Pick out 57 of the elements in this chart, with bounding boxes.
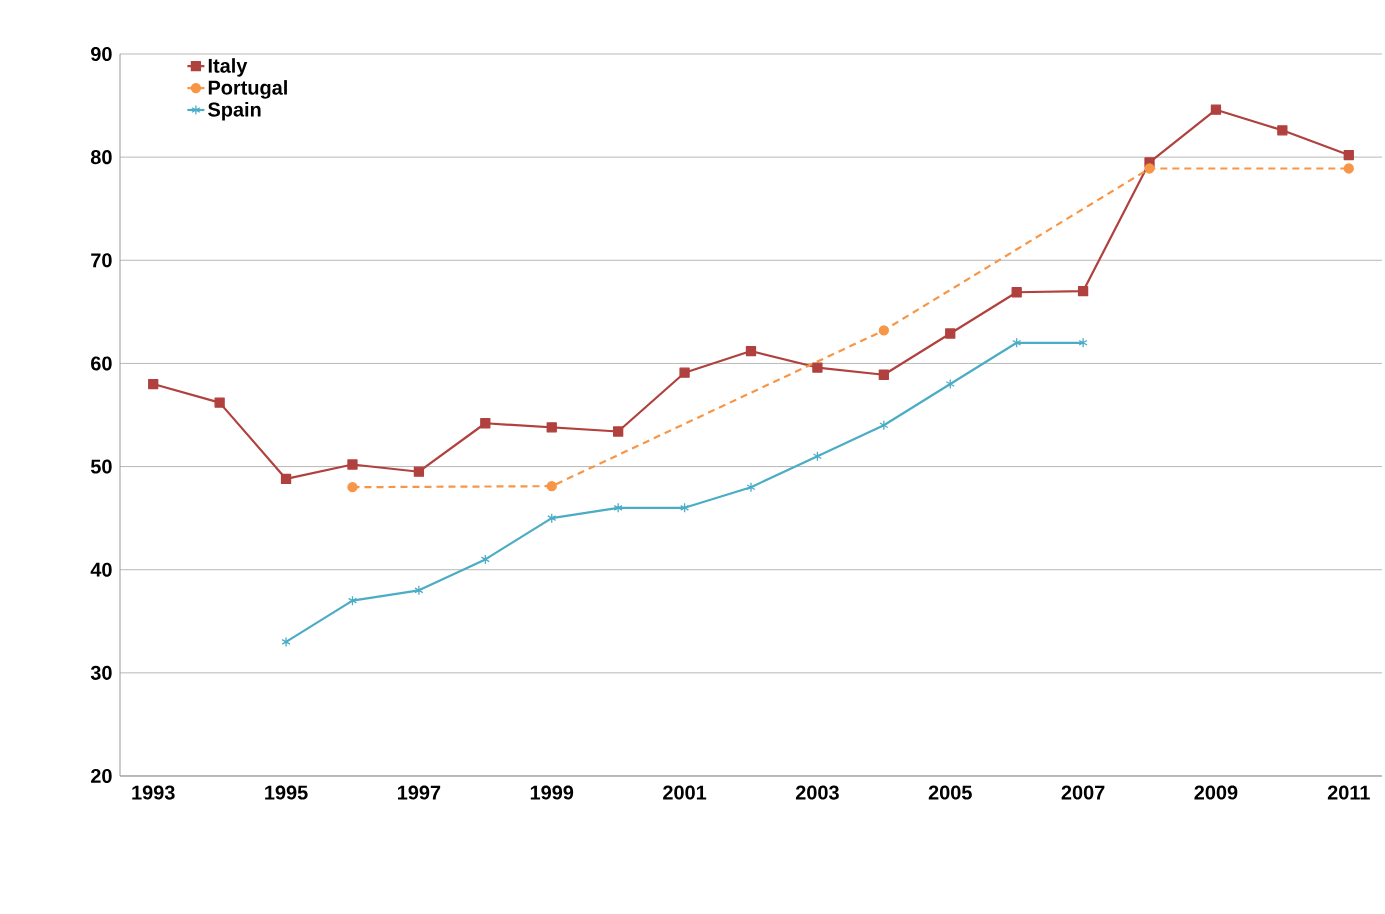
point <box>1011 287 1022 298</box>
point <box>214 397 225 408</box>
point <box>546 481 557 492</box>
point <box>745 345 757 357</box>
x-tick-label: 1995 <box>265 785 308 800</box>
x-tick-label: 2003 <box>795 785 839 800</box>
point <box>878 325 889 336</box>
point <box>280 473 292 485</box>
y-tick-label: 90 <box>91 46 112 62</box>
x-tick-label: 1997 <box>397 785 441 800</box>
point <box>1277 125 1288 136</box>
legend-label: Portugal <box>208 80 287 99</box>
point <box>812 362 823 373</box>
legend-label: Italy <box>208 58 248 77</box>
point <box>879 420 889 431</box>
point <box>1077 286 1089 297</box>
x-tick-label: 2007 <box>1061 785 1105 800</box>
y-tick-label: 80 <box>90 150 112 165</box>
point <box>413 466 425 477</box>
point <box>347 595 358 606</box>
point <box>945 378 955 390</box>
y-tick-label: 70 <box>91 253 112 268</box>
x-tick-label: 1999 <box>530 785 574 800</box>
legend-label: Spain <box>208 102 261 121</box>
point <box>679 367 690 378</box>
point <box>945 328 956 339</box>
point <box>546 422 557 433</box>
point <box>1012 337 1022 348</box>
point <box>613 502 623 513</box>
point <box>1343 163 1354 174</box>
x-tick-label: 2011 <box>1327 785 1370 800</box>
point <box>1144 163 1155 174</box>
point <box>1210 104 1222 115</box>
point <box>347 482 358 493</box>
point <box>746 482 756 493</box>
point <box>547 512 557 524</box>
y-tick-label: 30 <box>90 665 112 680</box>
y-tick-label: 20 <box>91 768 112 784</box>
point <box>1078 337 1088 348</box>
point <box>1343 149 1354 161</box>
y-tick-label: 50 <box>90 459 112 474</box>
x-tick-label: 2001 <box>663 785 707 800</box>
point <box>480 418 491 429</box>
x-tick-label: 1993 <box>132 785 175 800</box>
point <box>148 378 159 390</box>
point <box>414 585 424 596</box>
point <box>680 502 690 513</box>
point <box>613 426 624 437</box>
point <box>347 459 358 470</box>
y-tick-label: 40 <box>90 562 112 577</box>
point <box>281 636 291 648</box>
point <box>812 451 822 462</box>
x-tick-label: 2009 <box>1194 785 1238 800</box>
point <box>878 369 889 380</box>
x-tick-label: 2005 <box>928 785 972 800</box>
y-tick-label: 60 <box>91 356 112 371</box>
point <box>480 554 490 565</box>
